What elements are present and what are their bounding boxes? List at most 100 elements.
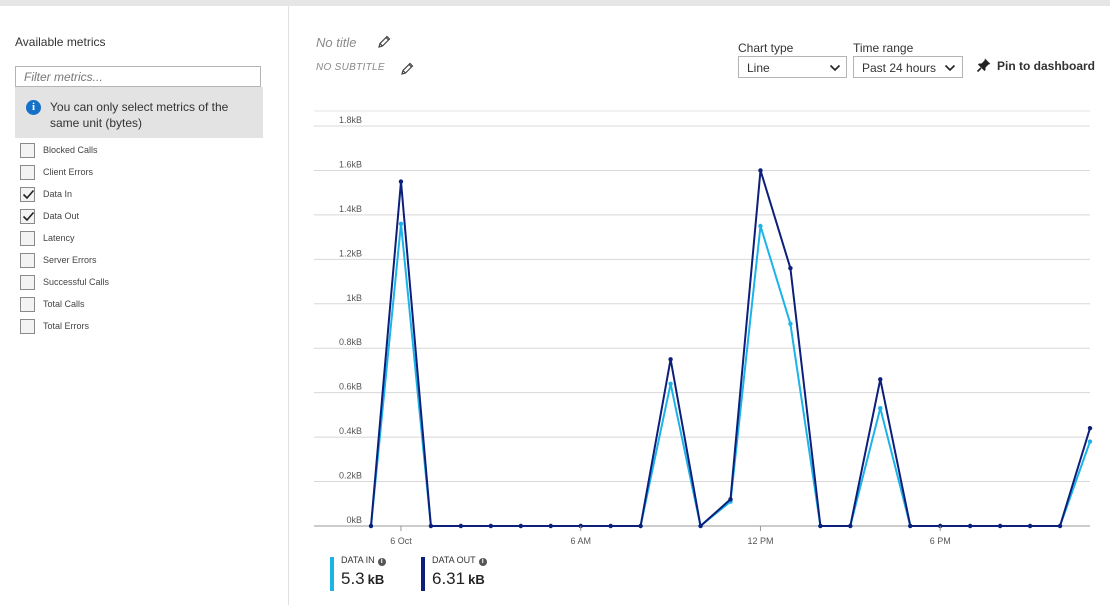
chart-type-value: Line: [747, 61, 770, 75]
checkmark-icon: [22, 189, 35, 200]
data-point: [908, 523, 913, 529]
metric-label: Total Errors: [43, 321, 90, 331]
data-point: [758, 168, 763, 173]
grid-layer: [314, 110, 1090, 527]
data-point: [728, 497, 733, 502]
info-icon[interactable]: i: [478, 558, 487, 566]
y-tick-label: 1.4kB: [339, 204, 362, 214]
x-tick-label: 6 Oct: [390, 536, 412, 546]
legend-value-data-out: 6.31 kB: [432, 569, 485, 588]
series-line: [370, 222, 1091, 527]
y-tick-label: 0.6kB: [339, 382, 362, 392]
metric-checkbox[interactable]: [20, 275, 35, 290]
chevron-down-icon: [944, 64, 956, 72]
filter-metrics-input[interactable]: [15, 66, 261, 87]
y-tick-label: 1.6kB: [339, 159, 362, 169]
data-point: [1087, 439, 1093, 444]
metric-label: Data Out: [43, 211, 80, 221]
data-point: [458, 523, 464, 529]
info-icon[interactable]: i: [377, 558, 386, 566]
data-point: [788, 321, 793, 326]
metric-label: Data In: [43, 189, 73, 199]
time-range-value: Past 24 hours: [862, 61, 937, 75]
chart-type-select[interactable]: Line: [738, 56, 847, 78]
pin-icon: [976, 58, 991, 73]
y-tick-label: 0kB: [346, 515, 362, 525]
chart-subtitle[interactable]: NO SUBTITLE: [316, 62, 385, 73]
edit-subtitle-icon[interactable]: [399, 61, 415, 77]
data-point: [668, 357, 673, 362]
x-tick-label: 6 AM: [570, 536, 591, 546]
panel-divider: [288, 6, 289, 605]
metric-label: Latency: [43, 233, 75, 243]
data-point: [368, 523, 374, 529]
data-point: [638, 523, 643, 529]
y-tick-label: 0.8kB: [339, 337, 362, 347]
chevron-down-icon: [829, 64, 841, 72]
metric-checkbox[interactable]: [20, 187, 35, 202]
x-tick-label: 12 PM: [747, 536, 773, 546]
data-point: [518, 523, 523, 529]
data-point: [997, 523, 1003, 529]
metric-checkbox[interactable]: [20, 143, 35, 158]
metrics-panel: Available metrics i You can only select …: [0, 6, 288, 605]
data-point: [818, 523, 823, 529]
metric-checkbox[interactable]: [20, 297, 35, 312]
metric-checkbox[interactable]: [20, 165, 35, 180]
unit-info-banner: i You can only select metrics of the sam…: [15, 87, 263, 138]
time-range-select[interactable]: Past 24 hours: [853, 56, 963, 78]
y-tick-label: 1kB: [346, 293, 362, 303]
info-icon: i: [26, 100, 41, 115]
data-point: [938, 523, 943, 529]
unit-info-text: You can only select metrics of the same …: [50, 100, 229, 130]
data-point: [398, 179, 404, 184]
legend-value-data-in: 5.3 kB: [341, 569, 385, 588]
panel-title: Available metrics: [15, 35, 106, 49]
line-chart: 0kB 0.2kB 0.4kB 0.6kB 0.8kB 1kB 1.2kB 1.4kB 1.6k…: [314, 110, 1093, 546]
legend-color-bar: [330, 557, 334, 591]
data-point: [1057, 523, 1063, 529]
metric-label: Total Calls: [43, 299, 85, 309]
legend-name-data-in: DATA IN i: [341, 555, 386, 566]
x-tick-label: 6 PM: [930, 536, 951, 546]
data-point: [848, 523, 853, 529]
checkmark-icon: [22, 211, 35, 222]
legend-color-bar: [421, 557, 425, 591]
metric-label: Client Errors: [43, 167, 94, 177]
edit-title-icon[interactable]: [376, 34, 392, 50]
data-point: [398, 221, 404, 226]
data-point: [788, 266, 793, 271]
data-point: [548, 523, 553, 529]
data-point: [1027, 523, 1033, 529]
data-point: [608, 523, 613, 529]
data-point: [967, 523, 973, 529]
metric-label: Successful Calls: [43, 277, 110, 287]
data-point: [428, 523, 434, 529]
data-point: [1087, 426, 1093, 431]
pin-label: Pin to dashboard: [997, 59, 1096, 73]
metric-checkbox[interactable]: [20, 209, 35, 224]
chart-type-label: Chart type: [738, 41, 794, 55]
chart-title[interactable]: No title: [316, 35, 357, 50]
data-point: [878, 377, 883, 382]
series-layer: [368, 168, 1093, 529]
data-point: [758, 223, 763, 229]
time-range-label: Time range: [853, 41, 914, 55]
metric-checkbox[interactable]: [20, 253, 35, 268]
y-tick-label: 0.4kB: [339, 426, 362, 436]
y-tick-label: 1.2kB: [339, 248, 362, 258]
data-point: [878, 406, 883, 411]
metric-checkbox[interactable]: [20, 231, 35, 246]
tick-layer: 0kB 0.2kB 0.4kB 0.6kB 0.8kB 1kB 1.2kB 1.4kB 1.6k…: [339, 115, 951, 546]
data-point: [698, 523, 703, 529]
legend-name-data-out: DATA OUT i: [432, 555, 487, 566]
top-bar: [0, 0, 1110, 6]
metric-label: Blocked Calls: [43, 145, 98, 155]
metric-label: Server Errors: [43, 255, 97, 265]
y-tick-label: 1.8kB: [339, 115, 362, 125]
data-point: [578, 523, 583, 529]
y-tick-label: 0.2kB: [339, 471, 362, 481]
metric-checkbox[interactable]: [20, 319, 35, 334]
data-point: [488, 523, 494, 529]
data-point: [668, 381, 673, 386]
